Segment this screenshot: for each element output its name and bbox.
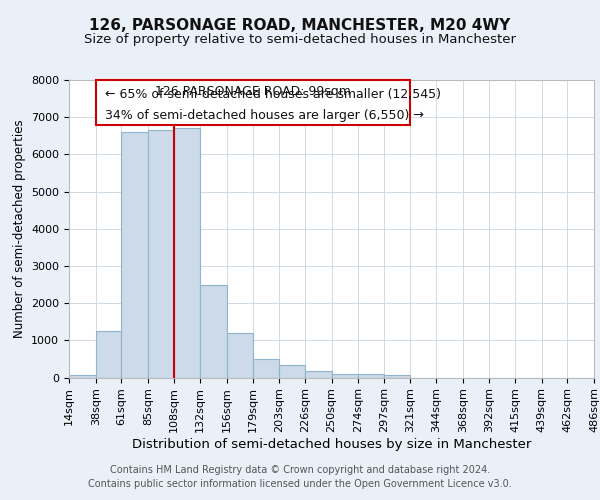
Y-axis label: Number of semi-detached properties: Number of semi-detached properties — [13, 120, 26, 338]
Bar — [95, 331, 121, 378]
FancyBboxPatch shape — [95, 80, 410, 126]
Text: 126 PARSONAGE ROAD: 99sqm: 126 PARSONAGE ROAD: 99sqm — [155, 85, 351, 98]
Text: Contains HM Land Registry data © Crown copyright and database right 2024.
Contai: Contains HM Land Registry data © Crown c… — [88, 465, 512, 489]
X-axis label: Distribution of semi-detached houses by size in Manchester: Distribution of semi-detached houses by … — [132, 438, 531, 451]
Bar — [358, 374, 384, 378]
Bar — [200, 284, 227, 378]
Bar — [384, 374, 410, 378]
Text: Size of property relative to semi-detached houses in Manchester: Size of property relative to semi-detach… — [84, 32, 516, 46]
Bar — [305, 371, 331, 378]
Bar — [279, 365, 305, 378]
Bar — [148, 130, 173, 378]
Bar — [121, 132, 148, 378]
Bar — [227, 333, 253, 378]
Text: ← 65% of semi-detached houses are smaller (12,545): ← 65% of semi-detached houses are smalle… — [104, 88, 440, 102]
Text: 126, PARSONAGE ROAD, MANCHESTER, M20 4WY: 126, PARSONAGE ROAD, MANCHESTER, M20 4WY — [89, 18, 511, 32]
Bar — [253, 359, 279, 378]
Bar — [69, 374, 95, 378]
Bar — [173, 128, 200, 378]
Text: 34% of semi-detached houses are larger (6,550) →: 34% of semi-detached houses are larger (… — [104, 109, 424, 122]
Bar — [331, 374, 358, 378]
